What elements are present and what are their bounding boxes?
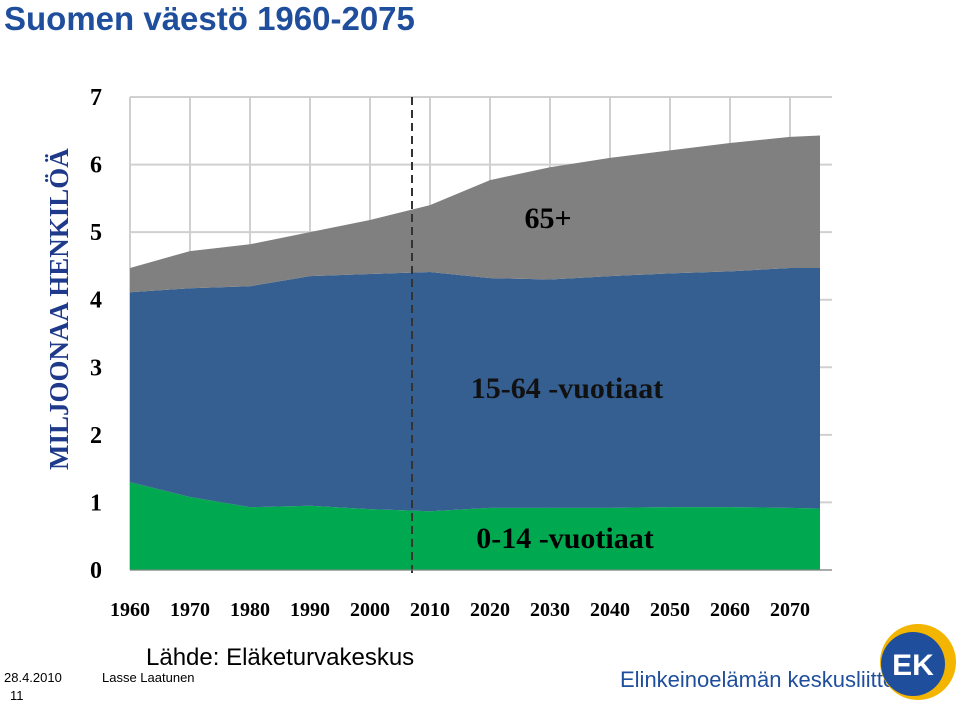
x-tick-label: 1980: [230, 599, 270, 621]
series-label: 65+: [524, 202, 571, 235]
y-tick-label: 2: [90, 423, 102, 449]
x-tick-label: 2040: [590, 599, 630, 621]
x-tick-label: 2010: [410, 599, 450, 621]
plot: 0 1 2 3 4 5 6 7 1960 1970 1980 1990 2000 2010 2020 2030…: [90, 85, 832, 621]
area: [130, 267, 820, 512]
x-tick-label: 1990: [290, 599, 330, 621]
title: Suomen väestö 1960-2075: [4, 0, 415, 37]
area: [130, 135, 820, 293]
date: 28.4.2010: [4, 670, 62, 685]
y-tick-label: 7: [90, 85, 102, 111]
y-tick-label: 4: [90, 288, 102, 314]
x-tick-label: 2020: [470, 599, 510, 621]
x-tick-label: 2030: [530, 599, 570, 621]
x-tick-label: 2050: [650, 599, 690, 621]
x-tick-label: 1970: [170, 599, 210, 621]
x-tick-label: 2000: [350, 599, 390, 621]
page-number: 11: [10, 688, 24, 703]
author: Lasse Laatunen: [102, 670, 195, 685]
series-label: 0-14 -vuotiaat: [476, 522, 653, 555]
y-tick-label: 0: [90, 558, 102, 584]
y-tick-label: 6: [90, 153, 102, 179]
x-tick-label: 1960: [110, 599, 150, 621]
x-tick-label: 2070: [770, 599, 810, 621]
logo-disc: [881, 632, 945, 696]
y-axis-label: MILJOONAA HENKILÖÄ: [44, 148, 74, 470]
series-label: 15-64 -vuotiaat: [471, 372, 663, 405]
y-tick-label: 3: [90, 355, 102, 381]
logo: EK: [892, 649, 934, 682]
y-tick-label: 1: [90, 490, 102, 516]
source: Lähde: Eläketurvakeskus: [146, 644, 414, 671]
y-tick-label: 5: [90, 220, 102, 246]
x-tick-label: 2060: [710, 599, 750, 621]
organization: Elinkeinoelämän keskusliitto: [620, 667, 895, 692]
area: [130, 482, 820, 570]
